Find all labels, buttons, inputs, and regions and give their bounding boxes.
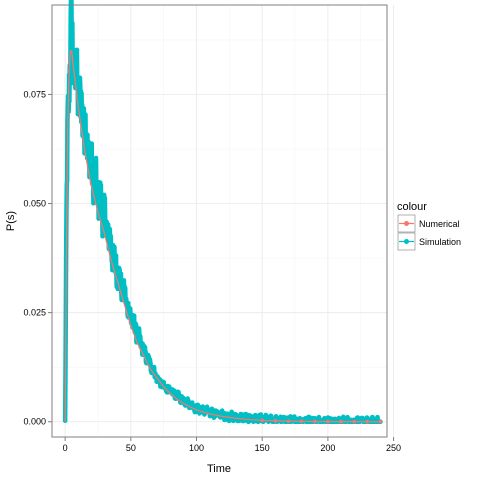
simulation-point [125, 300, 131, 306]
x-tick-label: 200 [320, 443, 335, 453]
x-axis-title: Time [207, 463, 231, 475]
legend-label-simulation: Simulation [419, 237, 461, 247]
simulation-point [176, 389, 181, 395]
legend: colour Numerical Simulation [397, 201, 461, 251]
simulation-point [123, 296, 129, 302]
simulation-point [117, 266, 122, 272]
simulation-point [87, 146, 93, 152]
numerical-point [312, 419, 317, 424]
panel-border [51, 4, 388, 438]
simulation-point [69, 23, 75, 28]
simulation-point [74, 47, 80, 53]
simulation-point [112, 244, 117, 250]
y-tick-label: 0.075 [23, 89, 46, 99]
simulation-point [81, 106, 87, 111]
x-tick-label: 250 [386, 443, 401, 453]
simulation-point [105, 235, 110, 240]
simulation-point [189, 400, 195, 405]
x-tick-label: 100 [189, 443, 204, 453]
series-numerical [64, 50, 383, 424]
numerical-point [378, 419, 383, 424]
y-axis-title: P(s) [5, 211, 17, 231]
numerical-point [339, 419, 343, 424]
simulation-point [70, 80, 76, 86]
numerical-point [365, 419, 370, 424]
simulation-point [181, 395, 186, 401]
simulation-point [78, 88, 84, 94]
simulation-point [99, 193, 104, 198]
simulation-point [71, 51, 77, 57]
minor-gridlines [52, 5, 387, 437]
simulation-point [138, 339, 144, 345]
numerical-point [286, 419, 291, 423]
simulation-point [161, 379, 166, 385]
simulation-point [77, 75, 83, 81]
simulation-point [106, 229, 111, 235]
simulation-point [111, 250, 116, 255]
simulation-point [137, 335, 143, 340]
simulation-point [209, 406, 215, 412]
simulation-point [91, 172, 97, 177]
y-tick-label: 0.025 [23, 308, 46, 318]
series-layer [62, 0, 383, 425]
x-tick-label: 150 [255, 443, 270, 453]
numerical-point [273, 419, 278, 423]
simulation-point [93, 161, 98, 166]
simulation-point [89, 141, 95, 146]
simulation-point [195, 403, 201, 409]
simulation-point [200, 405, 206, 411]
simulation-point [211, 415, 217, 420]
y-axis: 0.000 0.025 0.050 0.075 [23, 89, 52, 427]
x-tick-label: 0 [63, 443, 68, 453]
simulation-point [171, 388, 176, 394]
numerical-point [352, 419, 356, 424]
y-tick-label: 0.000 [23, 417, 46, 427]
numerical-point [260, 418, 265, 423]
numerical-point [326, 419, 330, 424]
simulation-point [151, 366, 157, 371]
simulation-point [76, 83, 82, 88]
simulation-point [131, 313, 137, 319]
simulation-point [122, 286, 128, 291]
simulation-point [95, 183, 100, 189]
simulation-point [102, 206, 107, 211]
simulation-point [127, 306, 133, 311]
simulation-point [226, 412, 231, 418]
simulation-point [108, 242, 113, 247]
simulation-point [375, 414, 380, 420]
simulation-point [104, 219, 109, 224]
simulation-point [84, 139, 90, 145]
simulation-point [113, 257, 118, 263]
simulation-point [136, 326, 142, 331]
simulation-point [147, 357, 153, 362]
simulation-point [86, 150, 92, 156]
simulation-point [133, 322, 139, 328]
simulation-point [129, 320, 135, 325]
y-tick-label: 0.050 [23, 199, 46, 209]
simulation-point [186, 398, 191, 404]
simulation-point [360, 415, 366, 421]
x-axis: 0 50 100 150 200 250 [63, 437, 401, 453]
legend-dot-simulation [404, 239, 409, 244]
x-tick-label: 50 [126, 443, 136, 453]
simulation-point [100, 233, 105, 239]
legend-label-numerical: Numerical [419, 219, 460, 229]
simulation-point [229, 409, 234, 415]
simulation-point [142, 345, 148, 350]
legend-title: colour [397, 201, 427, 213]
simulation-point [79, 112, 85, 118]
numerical-point [299, 419, 304, 424]
simulation-point [306, 414, 311, 420]
legend-dot-numerical [404, 221, 409, 226]
